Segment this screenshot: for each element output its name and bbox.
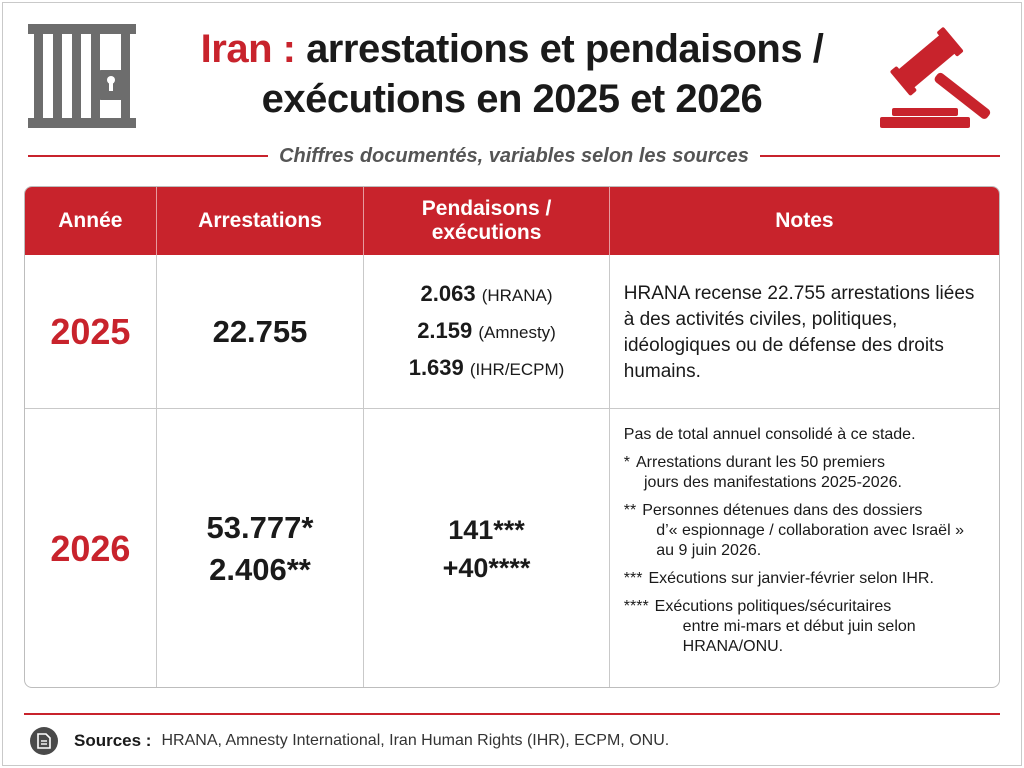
arrestations-cell: 53.777* 2.406**: [157, 409, 365, 687]
pendaisons-value: +40****: [442, 553, 531, 583]
subtitle-divider-right: [760, 155, 1000, 157]
header-arrestations: Arrestations: [157, 187, 365, 255]
footnote-marker: *: [623, 454, 630, 471]
footnote: **** Exécutions politiques/sécuritaires …: [624, 597, 989, 657]
table-header: Année Arrestations Pendaisons / exécutio…: [25, 187, 999, 255]
year-cell: 2026: [25, 409, 157, 687]
notes-lead: Pas de total annuel consolidé à ce stade…: [623, 426, 916, 443]
pendaisons-item: 2.159 (Amnesty): [417, 313, 556, 350]
header-annee: Année: [25, 187, 157, 255]
footnote-marker: **: [623, 502, 637, 519]
header-pendaisons: Pendaisons / exécutions: [364, 187, 610, 255]
footnote-line: Arrestations durant les 50 premiers: [636, 454, 885, 471]
footnote-line: entre mi-mars et début juin selon: [682, 618, 916, 635]
notes-cell: HRANA recense 22.755 arrestations liées …: [623, 283, 975, 382]
sources-footer: Sources : HRANA, Amnesty International, …: [30, 726, 669, 756]
table-row-2025: 2025 22.755 2.063 (HRANA) 2.159 (Amnesty…: [25, 255, 999, 409]
footnote-line: Exécutions sur janvier-février selon IHR…: [648, 570, 934, 587]
page-title: Iran : arrestations et pendaisons / exéc…: [150, 24, 874, 124]
pendaisons-source: (Amnesty): [478, 323, 556, 342]
pendaisons-value: 141***: [448, 515, 525, 545]
pendaisons-source: (IHR/ECPM): [469, 360, 565, 379]
footnote: *** Exécutions sur janvier-février selon…: [624, 569, 989, 589]
pendaisons-value: 2.063: [420, 281, 476, 306]
footnote-line: HRANA/ONU.: [682, 638, 784, 655]
footer-divider: [24, 713, 1000, 715]
pendaisons-item: 1.639 (IHR/ECPM): [409, 350, 565, 387]
footnote: * Arrestations durant les 50 premiers jo…: [624, 453, 989, 493]
sources-label: Sources :: [74, 731, 152, 750]
arrestations-value: 2.406**: [209, 552, 311, 587]
header-notes: Notes: [775, 209, 834, 232]
document-icon: [30, 727, 58, 755]
arrestations-value: 22.755: [212, 313, 308, 349]
title-text: arrestations et pendaisons / exécutions …: [261, 27, 824, 121]
notes-cell: Pas de total annuel consolidé à ce stade…: [610, 409, 999, 687]
subtitle-divider-left: [28, 155, 268, 157]
sources-text: HRANA, Amnesty International, Iran Human…: [161, 732, 670, 749]
footnote-line: d’« espionnage / collaboration avec Isra…: [656, 522, 964, 539]
data-table: Année Arrestations Pendaisons / exécutio…: [24, 186, 1000, 688]
footnote-line: Exécutions politiques/sécuritaires: [654, 598, 892, 615]
pendaisons-value: 1.639: [408, 355, 464, 380]
pendaisons-source: (HRANA): [481, 286, 553, 305]
year-cell: 2025: [25, 255, 157, 408]
footnote-line: au 9 juin 2026.: [656, 542, 762, 559]
prison-bars-icon: [28, 24, 136, 128]
pendaisons-cell: 2.063 (HRANA) 2.159 (Amnesty) 1.639 (IHR…: [364, 255, 610, 408]
arrestations-cell: 22.755: [157, 255, 365, 408]
footnote-marker: ****: [623, 598, 649, 615]
pendaisons-cell: 141*** +40****: [364, 409, 610, 687]
footnote-line: Personnes détenues dans des dossiers: [642, 502, 923, 519]
pendaisons-item: 2.063 (HRANA): [421, 276, 553, 313]
title-accent: Iran :: [200, 27, 296, 71]
pendaisons-value: 2.159: [417, 318, 473, 343]
gavel-icon: [880, 27, 991, 128]
subtitle: Chiffres documentés, variables selon les…: [279, 145, 749, 167]
subtitle-row: Chiffres documentés, variables selon les…: [28, 142, 1000, 170]
footnote: ** Personnes détenues dans des dossiers …: [624, 501, 989, 561]
arrestations-value: 53.777*: [206, 510, 314, 545]
table-row-2026: 2026 53.777* 2.406** 141*** +40**** Pas …: [25, 409, 999, 687]
footnote-marker: ***: [623, 570, 643, 587]
footnote-line: jours des manifestations 2025-2026.: [644, 474, 902, 491]
